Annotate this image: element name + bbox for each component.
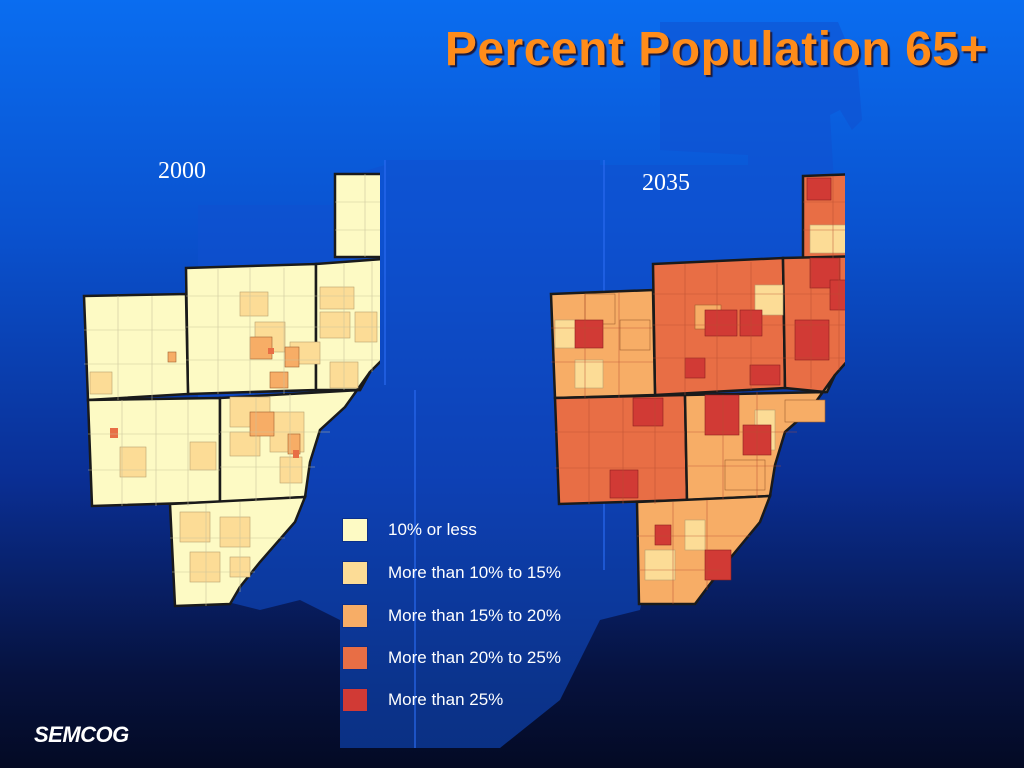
legend-label: More than 15% to 20% — [388, 606, 561, 625]
legend-item-10-or-less: 10% or less — [342, 518, 477, 542]
legend-swatch — [342, 604, 368, 628]
legend-label: More than 25% — [388, 690, 504, 709]
legend-label: 10% or less — [388, 520, 477, 539]
semcog-logo: SEMCOG — [34, 722, 129, 747]
legend-swatch — [342, 646, 368, 670]
legend-item-more-than-25: More than 25% — [342, 688, 503, 712]
legend-label: More than 10% to 15% — [388, 563, 561, 582]
year-label-2000: 2000 — [158, 158, 206, 184]
county-north-central-2000 — [184, 262, 318, 396]
county-upper-east-2000 — [333, 172, 380, 259]
legend-item-20-to-25: More than 20% to 25% — [342, 646, 561, 670]
legend-swatch — [342, 561, 368, 585]
year-label-2035: 2035 — [642, 170, 690, 196]
legend-swatch — [342, 688, 368, 712]
map-2000 — [82, 172, 380, 608]
slide-title: Percent Population 65+ — [444, 23, 988, 76]
legend-label: More than 20% to 25% — [388, 648, 561, 667]
map-2035 — [549, 173, 845, 606]
legend-item-10-to-15: More than 10% to 15% — [342, 561, 561, 585]
legend-item-15-to-20: More than 15% to 20% — [342, 604, 561, 628]
legend-swatch — [342, 518, 368, 542]
